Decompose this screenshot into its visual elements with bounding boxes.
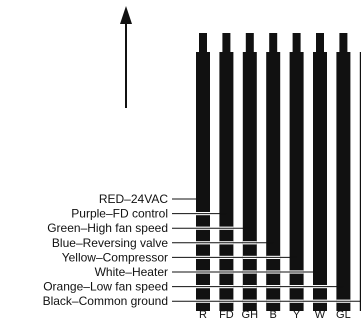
wire-plug-w (316, 33, 324, 53)
wire-plug-fd (222, 33, 231, 53)
wire-function: Reversing valve (83, 236, 169, 250)
label-dash: – (106, 207, 113, 221)
wire-color-name: Green (47, 221, 80, 235)
wire-plug-y (292, 33, 301, 53)
wire-bar-b (266, 52, 281, 311)
terminal-label-gl: GL (336, 309, 351, 320)
label-dash: – (72, 294, 79, 308)
label-dash: – (125, 265, 132, 279)
label-dash: – (124, 192, 131, 206)
terminal-label-b: B (270, 309, 277, 320)
wire-color-name: Purple (71, 207, 106, 221)
wire-color-name: Yellow (62, 250, 97, 264)
wire-label-c: Black–Common ground (43, 294, 168, 308)
wire-bar-gl (336, 52, 351, 311)
wire-label-gh: Green–High fan speed (47, 221, 168, 235)
wire-color-name: Orange (43, 280, 83, 294)
wire-label-w: White–Heater (95, 265, 168, 279)
label-dash: – (81, 221, 88, 235)
wire-color-name: Black (43, 294, 73, 308)
leader-line-b (172, 241, 274, 245)
leader-line-fd (172, 212, 227, 216)
wire-color-name: Blue (52, 236, 76, 250)
wire-color-name: RED (99, 192, 125, 206)
label-dash: – (76, 236, 83, 250)
wire-function: High fan speed (87, 221, 168, 235)
wire-plug-r (199, 33, 207, 53)
wire-function: Low fan speed (90, 280, 168, 294)
wire-bar-w (313, 52, 327, 311)
wire-function: Heater (132, 265, 168, 279)
up-arrow-icon (120, 6, 132, 108)
wire-color-name: White (95, 265, 126, 279)
wire-bar-gh (242, 52, 257, 311)
leader-line-w (172, 270, 320, 274)
wire-function: Compressor (103, 250, 168, 264)
leader-line-gh (172, 226, 250, 230)
wire-label-gl: Orange–Low fan speed (43, 280, 168, 294)
leader-line-y (172, 255, 297, 259)
wire-label-fd: Purple–FD control (71, 207, 168, 221)
wire-bar-r (196, 52, 210, 311)
wire-plug-gh (245, 33, 254, 53)
leader-line-gl (172, 285, 344, 289)
terminal-label-group: RFDGHBYWGLC (199, 309, 351, 320)
wire-function: 24VAC (131, 192, 168, 206)
wire-function: Common ground (79, 294, 168, 308)
label-dash: – (96, 250, 103, 264)
terminal-label-gh: GH (242, 309, 259, 320)
wire-plug-b (269, 33, 278, 53)
wire-bar-c (359, 52, 361, 311)
wire-label-r: RED–24VAC (99, 192, 168, 206)
wire-group (196, 33, 361, 311)
leader-line-c (172, 299, 361, 303)
terminal-label-r: R (199, 309, 207, 320)
wire-bar-y (289, 52, 304, 311)
wire-label-b: Blue–Reversing valve (52, 236, 168, 250)
label-dash: – (83, 280, 90, 294)
wire-bar-fd (219, 52, 234, 311)
leader-line-group (172, 198, 361, 303)
terminal-label-fd: FD (219, 309, 234, 320)
wire-plug-gl (339, 33, 348, 53)
wire-label-y: Yellow–Compressor (62, 250, 168, 264)
wire-function: FD control (113, 207, 168, 221)
terminal-label-w: W (315, 309, 326, 320)
terminal-label-y: Y (293, 309, 301, 320)
arrow-head (120, 6, 132, 24)
